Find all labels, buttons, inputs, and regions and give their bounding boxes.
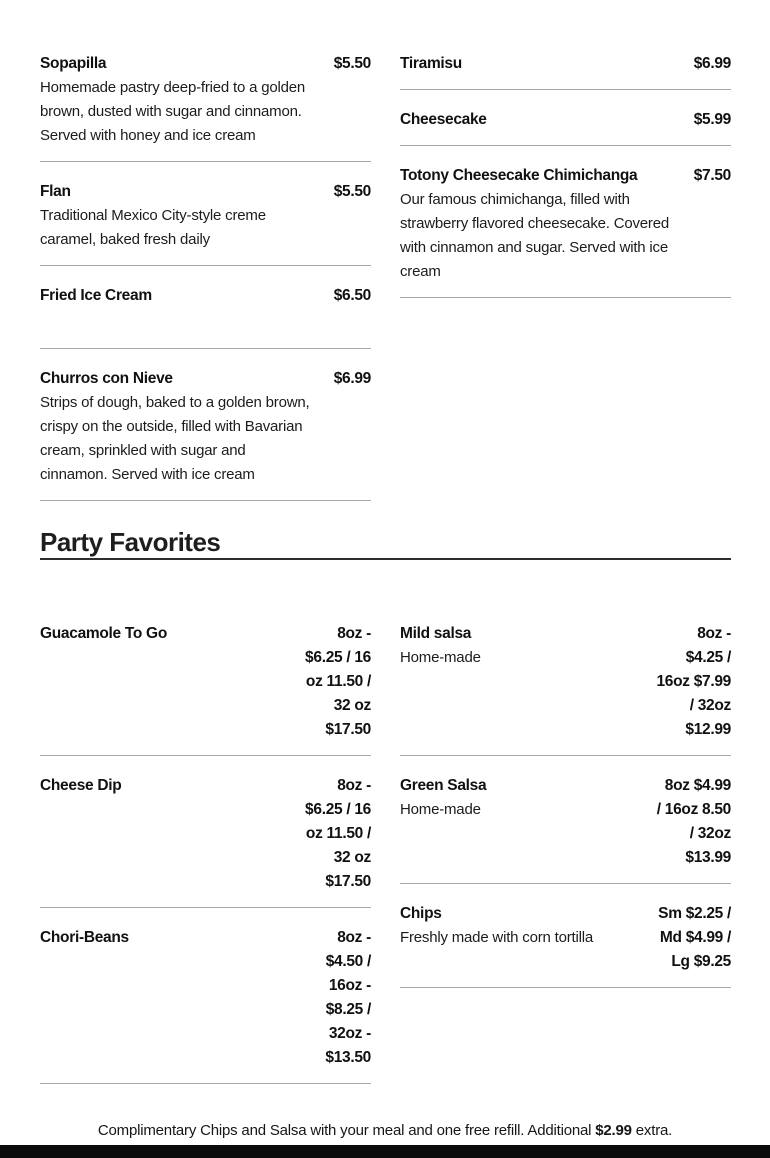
item-title: Churros con Nieve — [40, 370, 173, 387]
item-price: $5.99 — [693, 111, 732, 128]
menu-item-totony-cheesecake-chimichanga: Totony Cheesecake Chimichanga $7.50 Our … — [400, 146, 731, 298]
menu-item-churros-con-nieve: Churros con Nieve $6.99 Strips of dough,… — [40, 349, 371, 501]
party-right-column: Mild salsa Home-made 8oz - $4.25 / 16oz … — [400, 622, 731, 1084]
menu-item-tiramisu: Tiramisu $6.99 — [400, 52, 731, 90]
desserts-section: Sopapilla $5.50 Homemade pastry deep-fri… — [40, 52, 731, 501]
item-title: Mild salsa — [400, 625, 472, 642]
desserts-left-column: Sopapilla $5.50 Homemade pastry deep-fri… — [40, 52, 371, 501]
item-description: Our famous chimichanga, filled with stra… — [400, 191, 669, 280]
footer-bar — [0, 1145, 770, 1158]
item-description: Freshly made with corn tortilla — [400, 929, 594, 946]
item-title: Chori-Beans — [40, 929, 129, 946]
item-price: $5.50 — [333, 183, 372, 200]
item-price: 8oz - $6.25 / 16 oz 11.50 / 32 oz $17.50 — [305, 625, 371, 738]
item-title: Cheesecake — [400, 111, 487, 128]
item-title: Tiramisu — [400, 55, 462, 72]
item-price: Sm $2.25 / Md $4.99 / Lg $9.25 — [658, 905, 731, 970]
menu-item-cheesecake: Cheesecake $5.99 — [400, 90, 731, 146]
menu-item-chips: Chips Freshly made with corn tortilla Sm… — [400, 884, 731, 988]
footer-note-text: Complimentary Chips and Salsa with your … — [97, 1122, 596, 1139]
item-title: Totony Cheesecake Chimichanga — [400, 167, 638, 184]
item-price: $6.50 — [333, 287, 372, 304]
item-title: Chips — [400, 905, 442, 922]
footer-note-suffix: extra. — [631, 1122, 673, 1139]
item-title: Flan — [40, 183, 71, 200]
item-price: 8oz - $4.50 / 16oz - $8.25 / 32oz - $13.… — [325, 929, 371, 1066]
item-title: Guacamole To Go — [40, 625, 167, 642]
item-title: Green Salsa — [400, 777, 487, 794]
menu-item-chori-beans: Chori-Beans 8oz - $4.50 / 16oz - $8.25 /… — [40, 908, 371, 1084]
section-heading-party-favorites: Party Favorites — [40, 529, 731, 560]
menu-item-sopapilla: Sopapilla $5.50 Homemade pastry deep-fri… — [40, 52, 371, 162]
menu-item-mild-salsa: Mild salsa Home-made 8oz - $4.25 / 16oz … — [400, 622, 731, 756]
menu-item-cheese-dip: Cheese Dip 8oz - $6.25 / 16 oz 11.50 / 3… — [40, 756, 371, 908]
item-price: 8oz - $6.25 / 16 oz 11.50 / 32 oz $17.50 — [305, 777, 371, 890]
item-title: Cheese Dip — [40, 777, 122, 794]
item-title: Sopapilla — [40, 55, 107, 72]
item-description: Traditional Mexico City-style creme cara… — [40, 207, 266, 248]
menu-item-flan: Flan $5.50 Traditional Mexico City-style… — [40, 162, 371, 266]
footer-note-price: $2.99 — [595, 1122, 632, 1139]
item-price: $6.99 — [333, 370, 372, 387]
item-description: Homemade pastry deep-fried to a golden b… — [40, 79, 306, 144]
item-price: $5.50 — [333, 55, 372, 72]
menu-item-guacamole-to-go: Guacamole To Go 8oz - $6.25 / 16 oz 11.5… — [40, 622, 371, 756]
menu-item-green-salsa: Green Salsa Home-made 8oz $4.99 / 16oz 8… — [400, 756, 731, 884]
item-price: 8oz $4.99 / 16oz 8.50 / 32oz $13.99 — [656, 777, 732, 866]
desserts-right-column: Tiramisu $6.99 Cheesecake $5.99 Totony C… — [400, 52, 731, 501]
item-price: 8oz - $4.25 / 16oz $7.99 / 32oz $12.99 — [656, 625, 731, 738]
menu-page: Sopapilla $5.50 Homemade pastry deep-fri… — [40, 52, 731, 1084]
party-left-column: Guacamole To Go 8oz - $6.25 / 16 oz 11.5… — [40, 622, 371, 1084]
footer-note: Complimentary Chips and Salsa with your … — [0, 1121, 770, 1141]
item-price: $7.50 — [693, 167, 732, 184]
item-title: Fried Ice Cream — [40, 287, 152, 304]
menu-item-fried-ice-cream: Fried Ice Cream $6.50 — [40, 266, 371, 349]
item-description: Strips of dough, baked to a golden brown… — [40, 394, 310, 483]
party-favorites-section: Guacamole To Go 8oz - $6.25 / 16 oz 11.5… — [40, 622, 731, 1084]
item-description: Home-made — [400, 801, 481, 818]
item-price: $6.99 — [693, 55, 732, 72]
item-description: Home-made — [400, 649, 481, 666]
